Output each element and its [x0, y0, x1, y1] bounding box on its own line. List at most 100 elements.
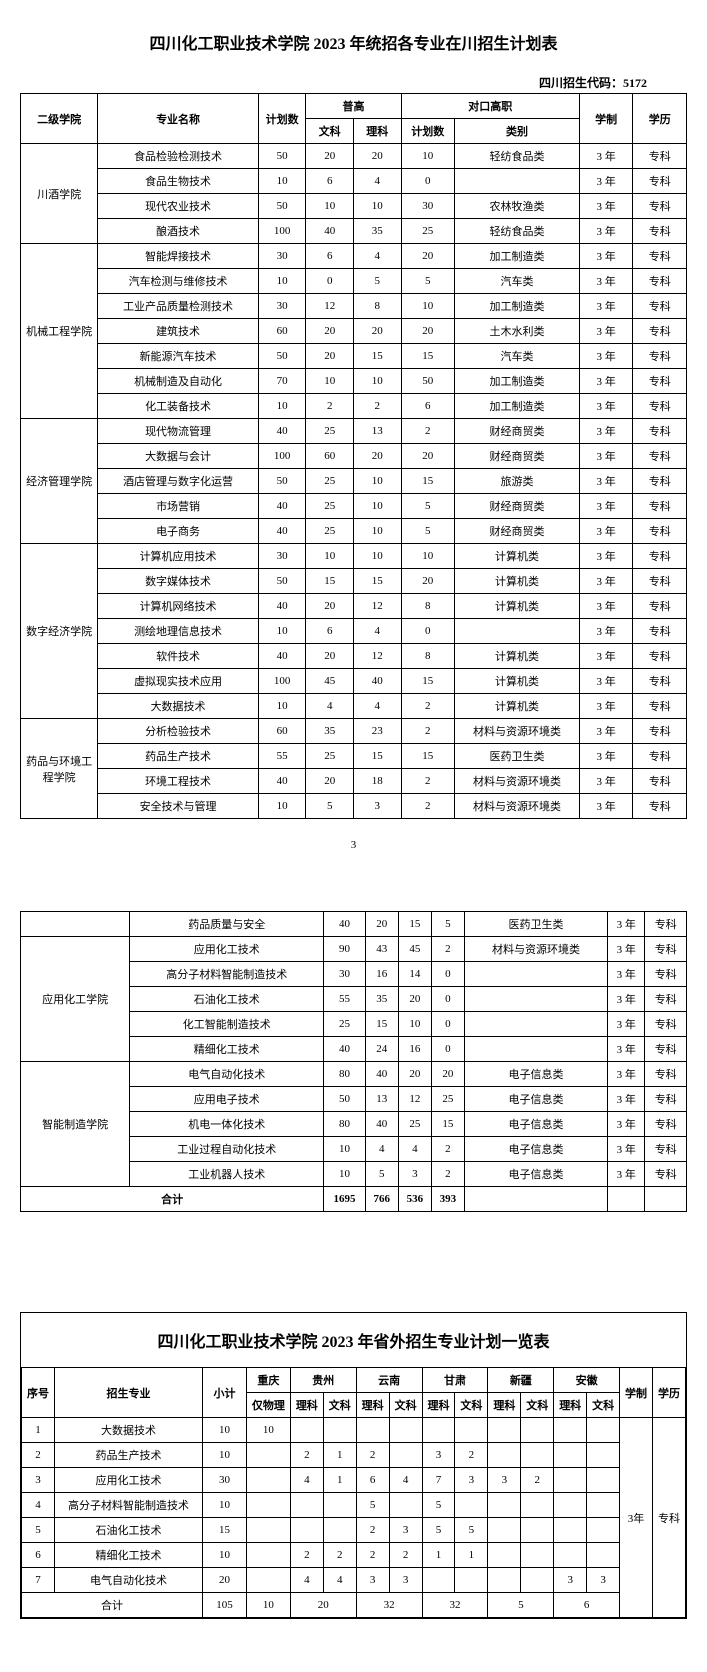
cell: 13 — [365, 1087, 398, 1112]
cell: 25 — [398, 1112, 431, 1137]
cell — [455, 619, 580, 644]
cell — [455, 1493, 488, 1518]
cell: 药品生产技术 — [54, 1443, 202, 1468]
cell: 2 — [431, 1137, 464, 1162]
cell: 加工制造类 — [455, 394, 580, 419]
cell: 90 — [324, 937, 366, 962]
cell: 石油化工技术 — [54, 1518, 202, 1543]
cell: 电子信息类 — [464, 1087, 607, 1112]
cell: 2 — [356, 1443, 389, 1468]
th2-wk: 文科 — [455, 1393, 488, 1418]
cell: 计算机类 — [455, 644, 580, 669]
cell: 5 — [455, 1518, 488, 1543]
cell: 18 — [353, 769, 401, 794]
cell: 100 — [258, 444, 306, 469]
cell: 15 — [401, 744, 455, 769]
cell: 现代物流管理 — [98, 419, 259, 444]
cell: 专科 — [633, 444, 687, 469]
cell: 10 — [401, 294, 455, 319]
cell: 3 年 — [579, 394, 633, 419]
cell: 3 年 — [608, 987, 645, 1012]
cell: 大数据技术 — [98, 694, 259, 719]
cell: 计算机应用技术 — [98, 544, 259, 569]
table-row: 安全技术与管理10532材料与资源环境类3 年专科 — [21, 794, 687, 819]
cell: 酒店管理与数字化运营 — [98, 469, 259, 494]
th-pnum: 计划数 — [401, 119, 455, 144]
cell: 5 — [488, 1593, 554, 1618]
plan-table-2: 序号 招生专业 小计 重庆 贵州 云南 甘肃 新疆 安徽 学制 学历 仅物理 理… — [21, 1367, 686, 1618]
cell: 3 年 — [579, 244, 633, 269]
cell: 10 — [258, 619, 306, 644]
cell: 393 — [431, 1187, 464, 1212]
cell: 20 — [365, 912, 398, 937]
cell: 10 — [353, 469, 401, 494]
cell: 3 年 — [579, 469, 633, 494]
cell: 专科 — [633, 569, 687, 594]
cell: 3 — [398, 1162, 431, 1187]
cell: 3 年 — [579, 644, 633, 669]
cell: 计算机类 — [455, 694, 580, 719]
table-row: 大数据与会计100602020财经商贸类3 年专科 — [21, 444, 687, 469]
th-pugao: 普高 — [306, 94, 401, 119]
cell: 14 — [398, 962, 431, 987]
cell — [246, 1568, 290, 1593]
cell: 专科 — [633, 194, 687, 219]
cell: 20 — [401, 444, 455, 469]
cell: 3 年 — [579, 319, 633, 344]
cell: 4 — [389, 1468, 422, 1493]
cell: 15 — [353, 744, 401, 769]
cell: 20 — [353, 144, 401, 169]
cell: 10 — [324, 1162, 366, 1187]
cell: 25 — [401, 219, 455, 244]
table-row: 虚拟现实技术应用100454015计算机类3 年专科 — [21, 669, 687, 694]
cell: 1 — [323, 1468, 356, 1493]
cell: 专科 — [633, 469, 687, 494]
cell: 3 — [389, 1568, 422, 1593]
cell: 2 — [22, 1443, 55, 1468]
cell: 20 — [203, 1568, 247, 1593]
cell — [464, 1187, 607, 1212]
cell: 4 — [353, 619, 401, 644]
cell: 3 年 — [579, 194, 633, 219]
th2-wk: 文科 — [323, 1393, 356, 1418]
cell: 计算机类 — [455, 544, 580, 569]
cell: 8 — [353, 294, 401, 319]
table-row: 药品与环境工程学院分析检验技术6035232材料与资源环境类3 年专科 — [21, 719, 687, 744]
cell: 4 — [353, 694, 401, 719]
cell: 1695 — [324, 1187, 366, 1212]
cell: 5 — [431, 912, 464, 937]
cell: 2 — [431, 1162, 464, 1187]
cell — [246, 1518, 290, 1543]
cell: 30 — [401, 194, 455, 219]
table-row: 酿酒技术100403525轻纺食品类3 年专科 — [21, 219, 687, 244]
cell: 35 — [306, 719, 354, 744]
cell: 10 — [401, 544, 455, 569]
table-row: 电子商务4025105财经商贸类3 年专科 — [21, 519, 687, 544]
cell: 专科 — [633, 769, 687, 794]
table-row: 市场营销4025105财经商贸类3 年专科 — [21, 494, 687, 519]
cell — [521, 1543, 554, 1568]
cell: 2 — [521, 1468, 554, 1493]
th2-major: 招生专业 — [54, 1368, 202, 1418]
cell: 12 — [398, 1087, 431, 1112]
cell: 专科 — [645, 912, 687, 937]
cell: 财经商贸类 — [455, 419, 580, 444]
cell: 105 — [203, 1593, 247, 1618]
table-row: 汽车检测与维修技术10055汽车类3 年专科 — [21, 269, 687, 294]
cell: 3 年 — [608, 1037, 645, 1062]
th-college: 二级学院 — [21, 94, 98, 144]
th2-lk: 理科 — [422, 1393, 455, 1418]
cell: 60 — [306, 444, 354, 469]
cell: 10 — [353, 194, 401, 219]
cell: 3 年 — [579, 694, 633, 719]
cell: 专科 — [633, 269, 687, 294]
cell: 食品检验检测技术 — [98, 144, 259, 169]
cell: 加工制造类 — [455, 244, 580, 269]
table-row: 药品生产技术55251515医药卫生类3 年专科 — [21, 744, 687, 769]
cell: 20 — [398, 987, 431, 1012]
cell: 15 — [353, 344, 401, 369]
cell: 材料与资源环境类 — [455, 719, 580, 744]
cell: 专科 — [633, 744, 687, 769]
cell: 3 — [554, 1568, 587, 1593]
cell: 3 年 — [608, 1137, 645, 1162]
